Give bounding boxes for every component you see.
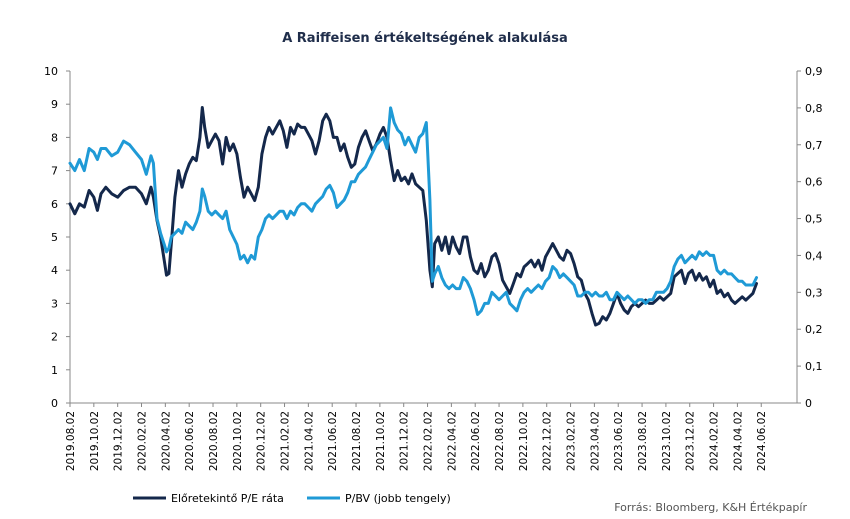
x-tick-label: 2022.12.02 [542,411,554,471]
right-tick-label: 0,5 [805,213,823,226]
series-line-pe-ratio [68,106,758,327]
x-tick-label: 2023.08.02 [637,411,649,471]
left-tick-label: 6 [51,198,58,211]
x-tick-label: 2023.02.02 [566,411,578,471]
right-tick-label: 0 [805,397,812,410]
series-line-pbv [68,106,758,316]
x-tick-label: 2020.08.02 [208,411,220,471]
left-tick-label: 3 [51,297,58,310]
left-tick-label: 7 [51,165,58,178]
x-tick-label: 2021.08.02 [351,411,363,471]
x-tick-label: 2022.10.02 [518,411,530,471]
x-tick-label: 2021.02.02 [280,411,292,471]
x-tick-label: 2023.10.02 [661,411,673,471]
left-tick-label: 5 [51,231,58,244]
right-tick-label: 0,3 [805,286,823,299]
x-tick-label: 2022.08.02 [494,411,506,471]
x-tick-label: 2024.02.02 [709,411,721,471]
x-tick-label: 2022.06.02 [470,411,482,471]
x-tick-label: 2019.08.02 [65,411,77,471]
x-tick-label: 2023.04.02 [589,411,601,471]
x-tick-label: 2020.02.02 [137,411,149,471]
left-tick-label: 8 [51,131,58,144]
left-y-axis: 0 1 2 3 4 5 6 7 8 9 10 [44,65,70,410]
series-lines [68,106,758,327]
left-tick-label: 1 [51,364,58,377]
right-tick-label: 0,4 [805,249,823,262]
left-tick-label: 9 [51,98,58,111]
x-tick-label: 2019.12.02 [113,411,125,471]
left-tick-label: 10 [44,65,58,78]
x-tick-label: 2021.12.02 [399,411,411,471]
legend: Előretekintő P/E ráta P/BV (jobb tengely… [133,492,451,505]
right-y-axis: 0 0,1 0,2 0,3 0,4 0,5 0,6 0,7 0,8 0,9 [797,65,823,410]
source-note: Forrás: Bloomberg, K&H Értékpapír [614,501,807,514]
chart-title: A Raiffeisen értékeltségének alakulása [282,31,568,46]
left-tick-label: 4 [51,264,58,277]
left-tick-label: 0 [51,397,58,410]
x-tick-label: 2020.04.02 [160,411,172,471]
right-tick-label: 0,2 [805,323,823,336]
x-tick-label: 2019.10.02 [89,411,101,471]
right-tick-label: 0,9 [805,65,823,78]
x-tick-label: 2024.06.02 [756,411,768,471]
legend-label-pbv: P/BV (jobb tengely) [345,492,451,505]
x-tick-label: 2023.12.02 [685,411,697,471]
x-tick-label: 2024.04.02 [732,411,744,471]
x-tick-label: 2021.04.02 [303,411,315,471]
x-axis: 2019.08.02 2019.10.02 2019.12.02 2020.02.02… [65,403,768,471]
x-tick-label: 2022.02.02 [423,411,435,471]
right-tick-label: 0,8 [805,102,823,115]
x-tick-label: 2023.06.02 [613,411,625,471]
x-tick-label: 2020.10.02 [232,411,244,471]
plot-axes [69,71,798,404]
right-tick-label: 0,7 [805,139,823,152]
right-tick-label: 0,1 [805,360,823,373]
x-tick-label: 2020.06.02 [184,411,196,471]
legend-label-pe: Előretekintő P/E ráta [171,492,284,505]
x-tick-label: 2021.06.02 [327,411,339,471]
right-tick-label: 0,6 [805,176,823,189]
x-tick-label: 2020.12.02 [256,411,268,471]
x-tick-label: 2022.04.02 [446,411,458,471]
x-tick-label: 2021.10.02 [375,411,387,471]
left-tick-label: 2 [51,331,58,344]
